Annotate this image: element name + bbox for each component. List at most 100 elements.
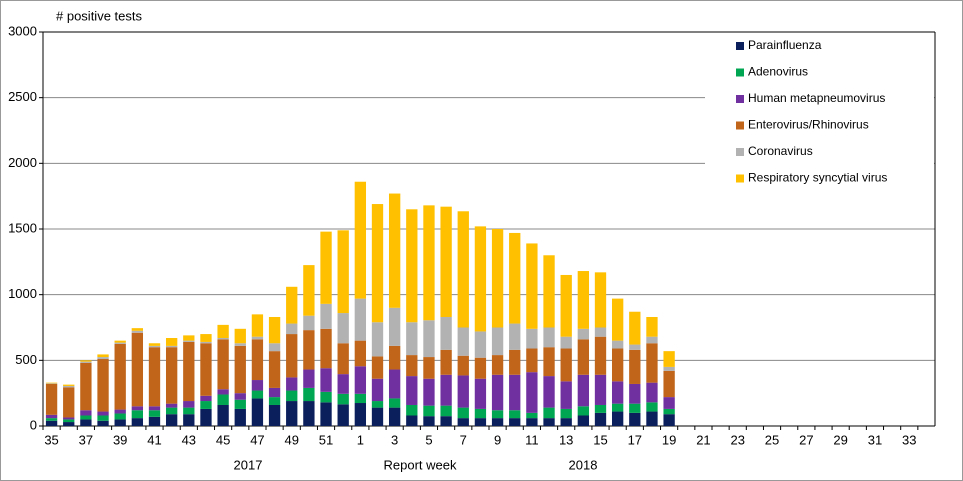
bar-segment (183, 414, 195, 426)
x-tick-label: 37 (79, 432, 93, 447)
bar-segment (268, 351, 281, 388)
bar-segment (303, 315, 315, 331)
bar-segment (354, 340, 367, 367)
bar-segment (560, 336, 572, 349)
bar-segment (80, 419, 92, 426)
bar-segment (406, 415, 418, 426)
bar-segment (45, 418, 58, 421)
y-tick-label: 1500 (8, 220, 37, 235)
bar-segment (629, 412, 641, 426)
bar-segment (63, 387, 75, 418)
bar-segment (183, 335, 195, 341)
bar-segment (594, 404, 607, 413)
bar-segment (663, 366, 675, 371)
bar-segment (286, 286, 298, 324)
bar-segment (148, 416, 161, 426)
bar-segment (509, 232, 521, 324)
bar-segment (646, 402, 658, 412)
bar-segment (406, 355, 418, 377)
x-axis-label: Report week (384, 457, 457, 472)
bar-segment (234, 399, 246, 409)
bar-segment (577, 406, 590, 416)
bar-segment (440, 374, 452, 406)
x-tick-label: 21 (696, 432, 710, 447)
x-tick-label: 3 (391, 432, 398, 447)
bar-segment (474, 418, 487, 426)
y-tick-label: 1000 (8, 286, 37, 301)
bar-segment (165, 407, 178, 415)
bar-segment (406, 209, 418, 323)
bar-segment (491, 229, 504, 328)
bar-segment (577, 415, 590, 426)
bar-segment (303, 401, 315, 426)
legend-label: Enterovirus/Rhinovirus (748, 118, 869, 132)
bar-segment (371, 407, 384, 426)
bar-segment (131, 418, 144, 426)
legend-swatch (736, 121, 744, 130)
bar-segment (611, 340, 624, 349)
bar-segment (509, 410, 521, 419)
bar-segment (354, 393, 367, 404)
legend-swatch (736, 148, 744, 156)
bar-segment (148, 406, 161, 411)
chart-title: # positive tests (56, 8, 142, 23)
y-tick-label: 2500 (8, 89, 37, 104)
bar-segment (268, 387, 281, 398)
bar-segment (423, 378, 435, 406)
bar-segment (303, 369, 315, 388)
bar-segment (217, 404, 229, 426)
bar-segment (629, 403, 641, 413)
bar-segment (457, 211, 469, 328)
bar-segment (543, 418, 555, 426)
bar-segment (388, 345, 401, 370)
bar-segment (423, 320, 435, 358)
bar-segment (560, 408, 572, 419)
bar-segment (320, 391, 332, 403)
bar-segment (577, 271, 590, 329)
bar-segment (526, 412, 538, 419)
bar-segment (577, 374, 590, 407)
x-tick-label: 19 (662, 432, 676, 447)
bar-segment (148, 347, 161, 407)
bar-segment (200, 401, 212, 409)
bar-segment (45, 414, 58, 419)
bar-segment (165, 338, 178, 346)
bar-segment (543, 376, 555, 408)
bar-segment (80, 415, 92, 420)
bar-segment (526, 372, 538, 413)
bar-segment (217, 339, 229, 390)
bar-segment (388, 369, 401, 399)
bar-segment (45, 383, 58, 384)
bar-segment (63, 422, 75, 426)
legend-label: Human metapneumovirus (748, 91, 885, 105)
bar-segment (491, 374, 504, 411)
bar-segment (234, 408, 246, 426)
bar-segment (165, 347, 178, 404)
x-tick-label: 13 (559, 432, 573, 447)
bar-segment (543, 255, 555, 328)
bar-segment (268, 343, 281, 352)
bar-segment (491, 327, 504, 356)
bar-segment (354, 403, 367, 426)
bar-segment (491, 410, 504, 419)
bar-segment (200, 408, 212, 426)
bar-segment (337, 313, 349, 344)
bar-segment (629, 383, 641, 404)
bar-segment (97, 420, 109, 426)
bar-segment (457, 355, 469, 376)
bar-segment (440, 416, 452, 426)
x-tick-label: 15 (593, 432, 607, 447)
bar-segment (148, 343, 161, 346)
x-tick-label: 39 (113, 432, 127, 447)
bar-segment (560, 348, 572, 382)
bar-segment (388, 193, 401, 308)
bar-segment (234, 393, 246, 400)
bar-segment (491, 418, 504, 426)
bar-segment (63, 417, 75, 420)
bar-segment (629, 349, 641, 384)
bar-segment (165, 345, 178, 348)
bar-segment (165, 403, 178, 408)
bar-segment (509, 349, 521, 375)
bar-segment (303, 387, 315, 402)
bar-segment (629, 344, 641, 350)
